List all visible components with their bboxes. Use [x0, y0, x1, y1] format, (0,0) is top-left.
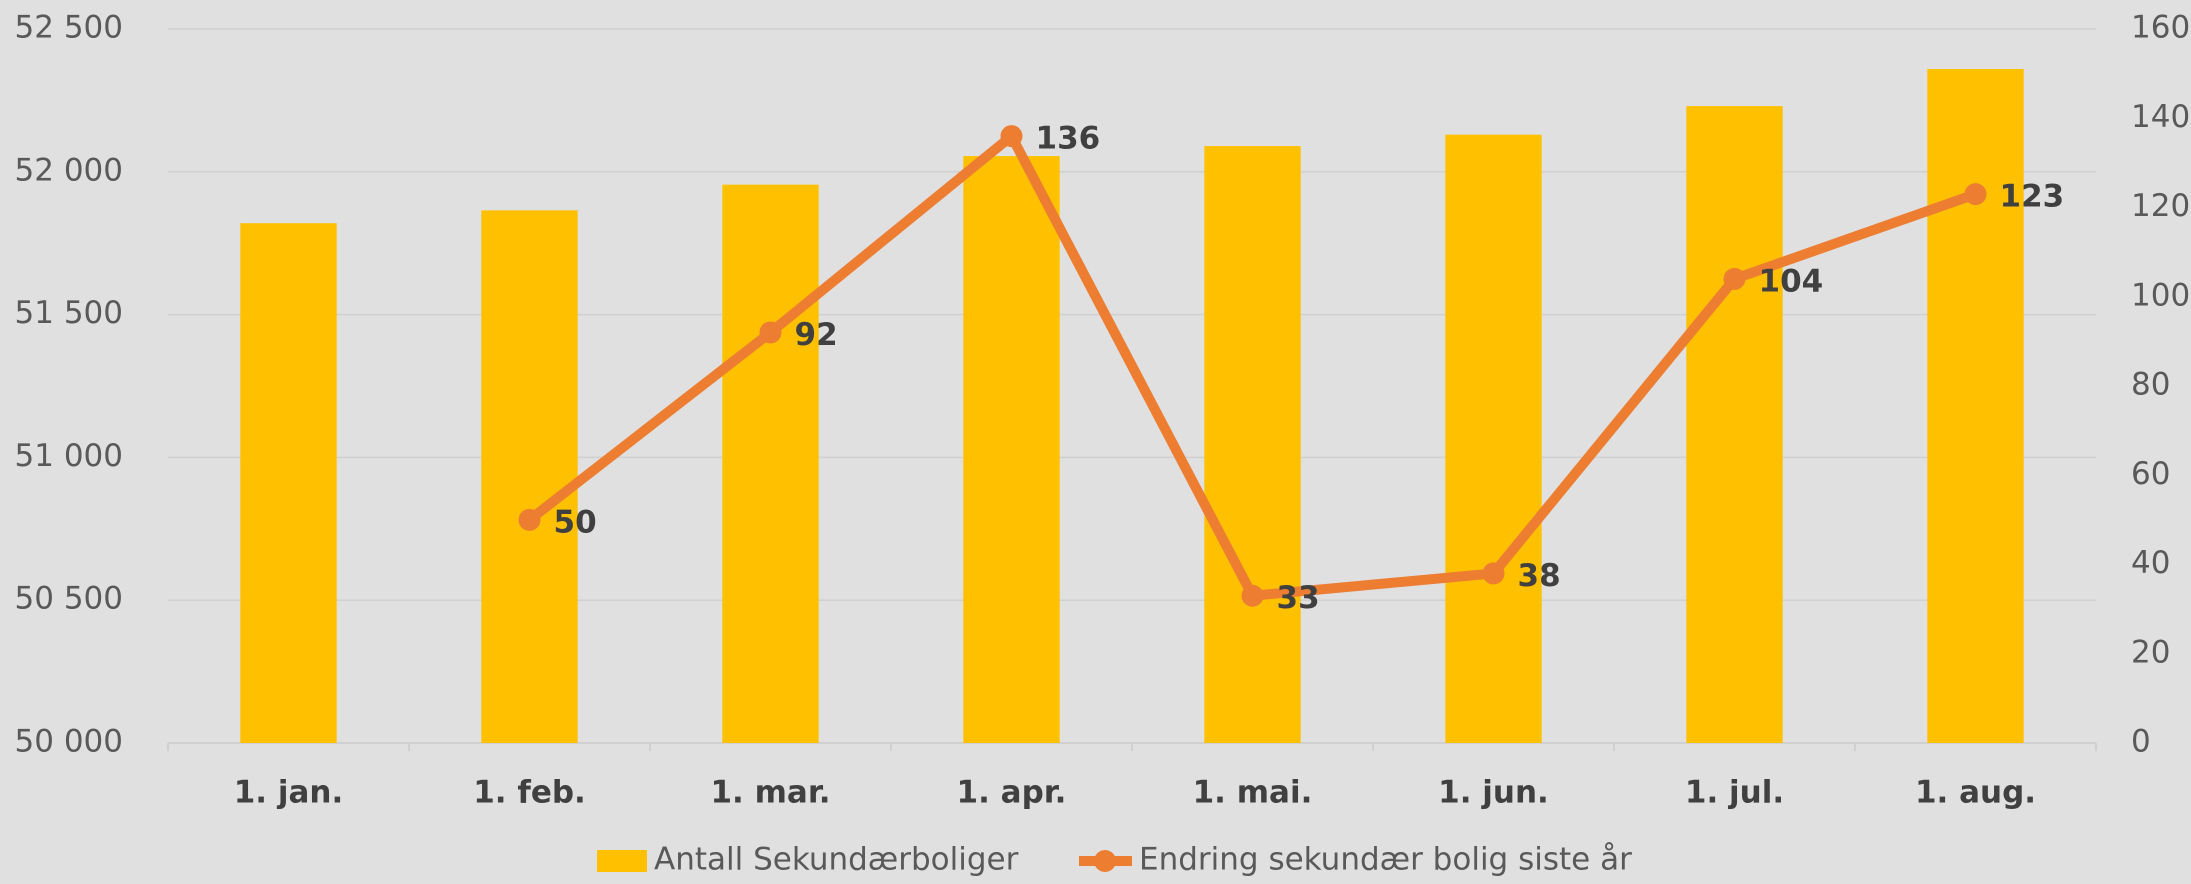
- y2-tick-label: 100: [2131, 277, 2190, 313]
- x-tick-label: 1. apr.: [957, 775, 1067, 811]
- y2-tick-label: 140: [2131, 99, 2190, 135]
- bar: [722, 184, 819, 744]
- data-label: 123: [2000, 179, 2065, 215]
- legend-swatch: [597, 850, 647, 872]
- bar: [963, 156, 1060, 744]
- y2-tick-label: 120: [2131, 188, 2190, 224]
- x-tick-label: 1. aug.: [1915, 775, 2036, 811]
- data-label: 38: [1518, 558, 1561, 594]
- y2-tick-label: 0: [2131, 724, 2151, 760]
- data-label: 104: [1759, 263, 1824, 299]
- bar: [1686, 106, 1783, 743]
- marker: [1241, 584, 1264, 607]
- data-label: 33: [1277, 580, 1320, 616]
- legend-label: Antall Sekundærboliger: [654, 842, 1019, 878]
- marker: [1482, 562, 1505, 585]
- y2-tick-label: 60: [2131, 456, 2170, 492]
- y-tick-label: 50 500: [15, 581, 123, 617]
- data-label: 50: [554, 504, 597, 540]
- marker: [518, 508, 541, 531]
- bar: [1927, 68, 2024, 743]
- y2-tick-label: 160: [2131, 10, 2190, 46]
- marker: [1723, 267, 1746, 290]
- legend-marker: [1094, 850, 1116, 872]
- bar: [240, 223, 337, 743]
- bar: [481, 210, 578, 743]
- data-label: 92: [795, 317, 838, 353]
- x-tick-label: 1. mar.: [710, 775, 830, 811]
- x-tick-label: 1. jan.: [234, 775, 344, 811]
- bar: [1204, 146, 1301, 743]
- x-tick-label: 1. mai.: [1193, 775, 1313, 811]
- marker: [1000, 125, 1023, 148]
- y2-tick-label: 80: [2131, 367, 2170, 403]
- marker: [1964, 183, 1987, 206]
- bar: [1445, 134, 1542, 743]
- x-tick-label: 1. jul.: [1685, 775, 1784, 811]
- y-tick-label: 52 000: [15, 152, 123, 188]
- x-tick-label: 1. jun.: [1438, 775, 1549, 811]
- y-tick-label: 51 500: [15, 295, 123, 331]
- y-tick-label: 50 000: [15, 724, 123, 760]
- y-tick-label: 52 500: [15, 10, 123, 46]
- y-tick-label: 51 000: [15, 438, 123, 474]
- legend-label: Endring sekundær bolig siste år: [1139, 842, 1632, 878]
- y2-tick-label: 20: [2131, 634, 2170, 670]
- marker: [759, 321, 782, 344]
- x-tick-label: 1. feb.: [473, 775, 586, 811]
- data-label: 136: [1036, 121, 1101, 157]
- y2-tick-label: 40: [2131, 545, 2170, 581]
